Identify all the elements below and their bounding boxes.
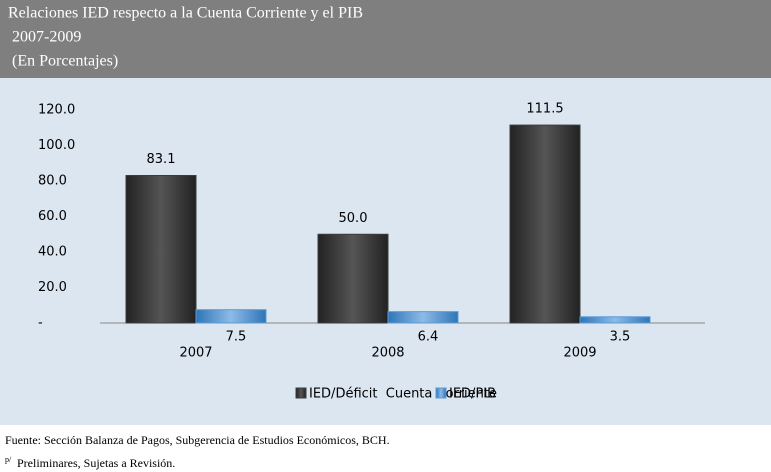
x-tick-label: 2009 bbox=[563, 346, 596, 361]
bar bbox=[195, 309, 267, 324]
value-label: 50.0 bbox=[339, 211, 368, 226]
value-label: 6.4 bbox=[418, 330, 439, 345]
title-line: (En Porcentajes) bbox=[8, 53, 118, 70]
y-tick-label: 80.0 bbox=[38, 174, 67, 189]
y-tick-label: 120.0 bbox=[38, 103, 75, 118]
y-tick-label: 40.0 bbox=[38, 245, 67, 260]
source: Fuente: Sección Balanza de Pagos, Subger… bbox=[5, 433, 390, 447]
legend-label: IED/Déficit Cuenta Corriente bbox=[309, 387, 497, 402]
x-tick-label: 2007 bbox=[179, 346, 212, 361]
note: Preliminares, Sujetas a Revisión. bbox=[17, 456, 175, 470]
header bbox=[0, 0, 771, 78]
bar bbox=[387, 311, 459, 324]
title-line: 2007-2009 bbox=[8, 29, 81, 46]
legend-label: IED/PIB bbox=[449, 387, 496, 402]
note-marker: p/ bbox=[5, 455, 12, 464]
legend-swatch bbox=[295, 387, 307, 399]
y-tick-label: 100.0 bbox=[38, 138, 75, 153]
bar bbox=[509, 124, 581, 324]
title-line: Relaciones IED respecto a la Cuenta Corr… bbox=[8, 5, 363, 22]
value-label: 111.5 bbox=[526, 102, 563, 117]
y-tick-label: - bbox=[38, 316, 43, 331]
bar bbox=[125, 174, 197, 324]
bar bbox=[317, 233, 389, 324]
value-label: 7.5 bbox=[226, 330, 247, 345]
value-label: 83.1 bbox=[147, 152, 176, 167]
legend-swatch bbox=[435, 387, 447, 399]
value-label: 3.5 bbox=[610, 330, 631, 345]
y-tick-label: 60.0 bbox=[38, 209, 67, 224]
bar bbox=[579, 316, 651, 324]
x-tick-label: 2008 bbox=[371, 346, 404, 361]
y-tick-label: 20.0 bbox=[38, 280, 67, 295]
